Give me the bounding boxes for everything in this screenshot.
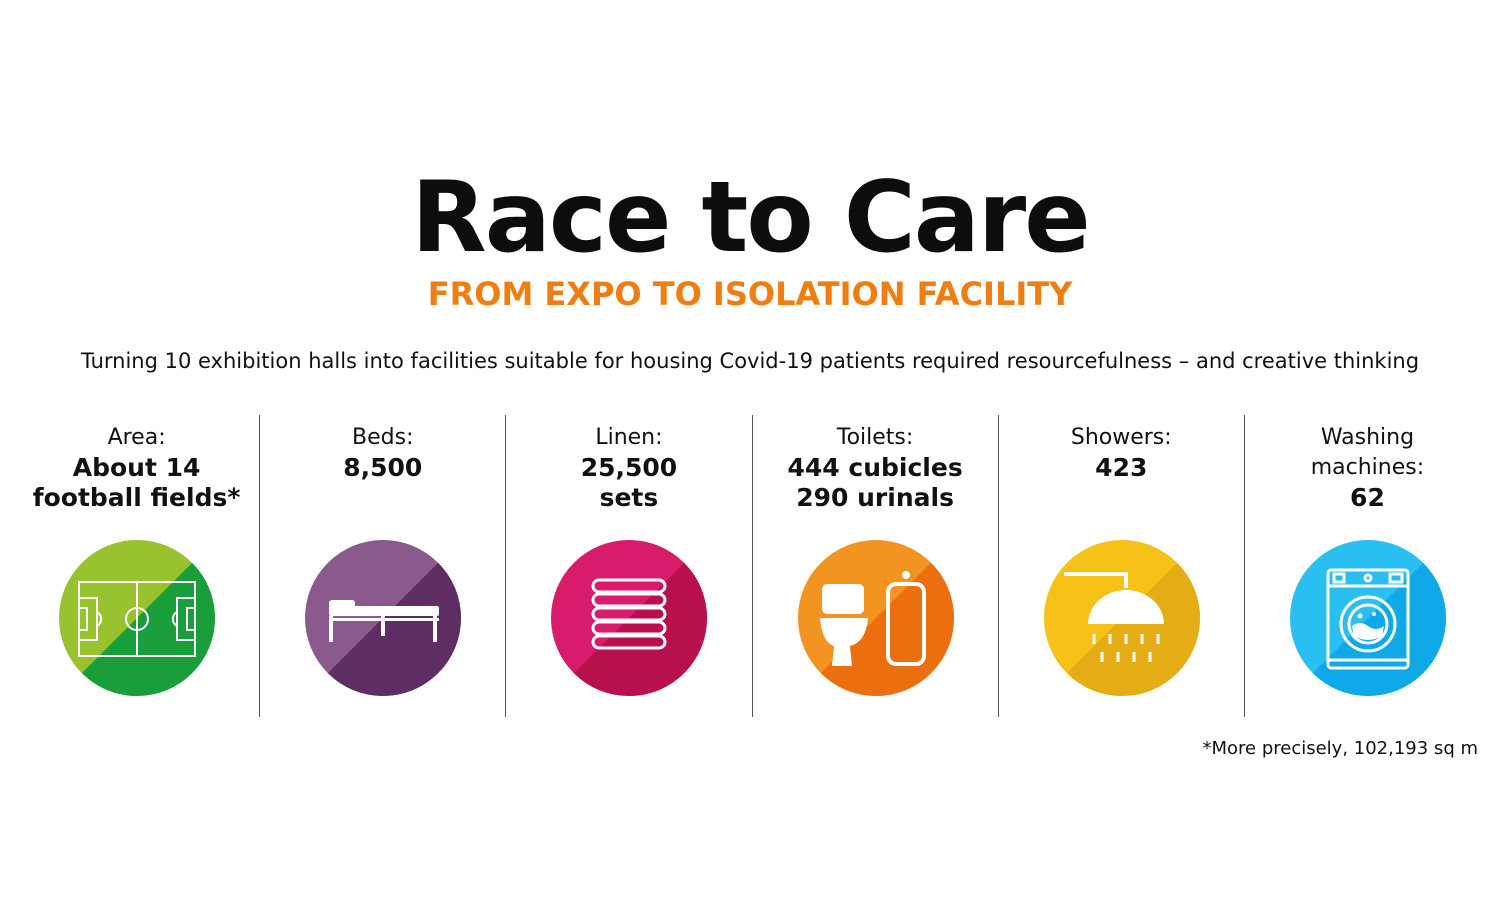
stat-showers-label: Showers: xyxy=(1070,425,1172,450)
stats-row: Area: About 14 football fields* xyxy=(14,415,1490,717)
stat-linen-label: Linen: xyxy=(595,425,663,450)
stat-washing-machines-label: Washing machines: xyxy=(1310,425,1425,480)
page-title: Race to Care xyxy=(411,161,1090,275)
stat-beds: Beds: 8,500 xyxy=(259,415,505,717)
intro-text: Turning 10 exhibition halls into facilit… xyxy=(80,349,1420,373)
stat-linen-value: 25,500 sets xyxy=(580,453,678,512)
stat-linen: Linen: 25,500 sets xyxy=(505,415,751,717)
footnote: *More precisely, 102,193 sq m xyxy=(1202,738,1478,759)
stat-area-label: Area: xyxy=(107,425,166,450)
page-subtitle: FROM EXPO TO ISOLATION FACILITY xyxy=(427,275,1073,313)
toilet-urinal-icon xyxy=(797,540,954,696)
stat-beds-label: Beds: xyxy=(352,425,414,450)
stat-toilets-label: Toilets: xyxy=(836,425,914,450)
stat-washing-machines: Washing machines: 62 xyxy=(1243,415,1490,717)
linen-stack-icon xyxy=(551,540,708,696)
stat-washing-machines-value: 62 xyxy=(1350,483,1385,512)
stat-toilets: Toilets: 444 cubicles 290 urinals xyxy=(751,415,998,717)
stat-area-value: About 14 football fields* xyxy=(32,453,241,512)
stat-showers-value: 423 xyxy=(1095,453,1148,482)
stat-toilets-value: 444 cubicles 290 urinals xyxy=(787,453,963,512)
stat-showers: Showers: 423 xyxy=(997,415,1244,717)
stat-area: Area: About 14 football fields* xyxy=(14,415,259,717)
shower-icon xyxy=(1043,540,1200,696)
bed-icon xyxy=(305,540,462,696)
stat-beds-value: 8,500 xyxy=(343,453,423,482)
football-field-icon xyxy=(59,540,215,696)
washing-machine-icon xyxy=(1289,540,1446,696)
